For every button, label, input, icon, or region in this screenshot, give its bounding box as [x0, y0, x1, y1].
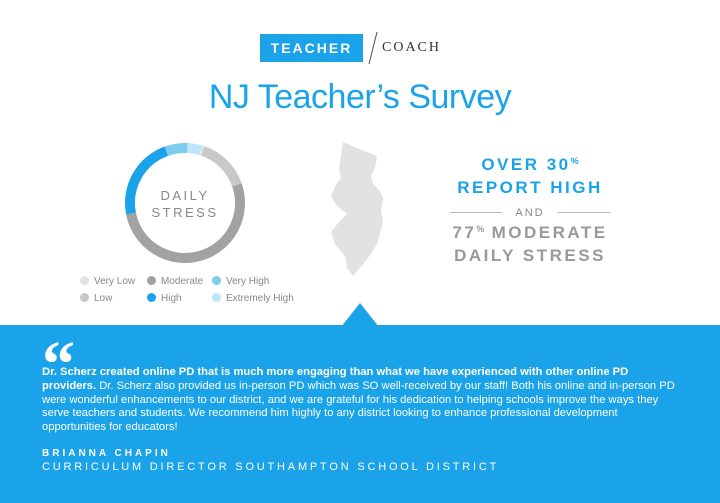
- legend-item-moderate: Moderate: [147, 275, 203, 289]
- legend-label-extremely-high: Extremely High: [226, 293, 294, 304]
- testimonial-quote-bold: Dr. Scherz created online PD that is muc…: [42, 366, 629, 392]
- legend-label-high: High: [161, 293, 182, 304]
- legend-item-very-low: Very Low: [80, 275, 135, 289]
- testimonial-author-title: CURRICULUM DIRECTOR SOUTHAMPTON SCHOOL D…: [42, 461, 500, 473]
- stat-daily-stress: DAILY STRESS: [454, 246, 606, 265]
- logo-slash-divider: [368, 31, 378, 65]
- legend-label-low: Low: [94, 293, 113, 304]
- legend-item-high: High: [147, 292, 182, 306]
- logo-teacher-box: TEACHER: [260, 34, 363, 62]
- donut-slice-low: [201, 146, 242, 187]
- legend-item-extremely-high: Extremely High: [212, 292, 294, 306]
- and-label: AND: [515, 207, 545, 219]
- daily-stress-donut-chart: DAILY STRESS: [125, 143, 245, 263]
- new-jersey-map-icon: [331, 142, 383, 276]
- page-title: NJ Teacher’s Survey: [208, 78, 512, 116]
- stat-77-percent-moderate: 77% MODERATE: [440, 223, 620, 243]
- and-rule-left: [450, 212, 502, 213]
- stats-callout: OVER 30% REPORT HIGH AND 77% MODERATE DA…: [440, 155, 620, 266]
- donut-slice-extremely-high: [186, 143, 203, 156]
- testimonial-quote: Dr. Scherz created online PD that is muc…: [42, 366, 682, 435]
- stat-over-30-percent: OVER 30%: [440, 155, 620, 175]
- donut-center-label-line2: STRESS: [151, 205, 218, 220]
- legend-item-low: Low: [80, 292, 112, 306]
- donut-slice-very-low: [199, 145, 205, 156]
- legend-swatch-very-low: [80, 276, 89, 285]
- quote-mark-icon: “: [42, 328, 75, 401]
- legend-swatch-low: [80, 293, 89, 302]
- stat-line3-text: MODERATE: [484, 223, 608, 242]
- legend-label-very-low: Very Low: [94, 276, 136, 287]
- donut-slice-moderate: [126, 183, 245, 263]
- donut-slice-very-high: [164, 143, 188, 157]
- legend-swatch-moderate: [147, 276, 156, 285]
- legend-swatch-very-high: [212, 276, 221, 285]
- legend-item-very-high: Very High: [212, 275, 269, 289]
- donut-slices: [125, 143, 245, 263]
- chart-legend: Very Low Low Moderate High Very High Ext…: [80, 275, 340, 309]
- legend-swatch-extremely-high: [212, 293, 221, 302]
- legend-label-very-high: Very High: [226, 276, 270, 287]
- logo-coach-text: COACH: [382, 40, 442, 55]
- banner-notch: [341, 303, 379, 327]
- brand-logo: TEACHER COACH: [0, 31, 720, 65]
- legend-swatch-high: [147, 293, 156, 302]
- stat-line1-percent: %: [570, 156, 579, 166]
- legend-label-moderate: Moderate: [161, 276, 204, 287]
- and-rule-right: [558, 212, 610, 213]
- stat-line1-text: OVER 30: [481, 155, 571, 174]
- testimonial-author-name: BRIANNA CHAPIN: [42, 448, 171, 459]
- testimonial-quote-body: Dr. Scherz also provided us in-person PD…: [42, 379, 675, 434]
- stat-report-high: REPORT HIGH: [457, 178, 603, 197]
- testimonial-banner: [0, 325, 720, 503]
- donut-center-label-line1: DAILY: [160, 188, 209, 203]
- and-divider: AND: [440, 203, 620, 221]
- stat-line3-percent: %: [476, 224, 485, 234]
- stat-line3-number: 77: [452, 223, 477, 242]
- donut-slice-high: [125, 146, 169, 215]
